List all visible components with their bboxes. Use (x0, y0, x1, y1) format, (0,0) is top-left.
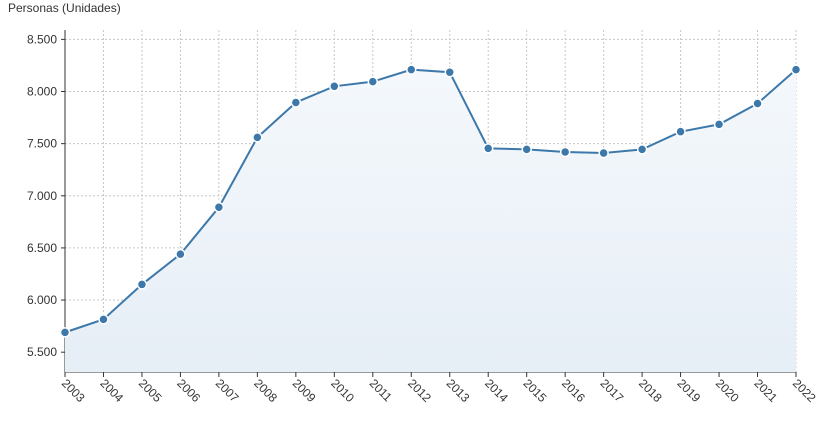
point (713, 119, 725, 130)
x-tick-label: 2021 (751, 376, 780, 405)
y-tick-label: 8.500 (27, 32, 57, 46)
point (752, 98, 763, 109)
y-axis-title: Personas (Unidades) (8, 1, 121, 15)
point (175, 248, 186, 260)
x-tick-label: 2017 (598, 376, 627, 405)
point (98, 314, 109, 325)
x-tick-label: 2003 (59, 376, 88, 405)
area (65, 69, 796, 372)
y-tick-label: 5.500 (27, 345, 57, 359)
point (136, 279, 148, 290)
point (213, 202, 225, 213)
x-tick-label: 2012 (405, 376, 434, 405)
x-tick-label: 2015 (521, 376, 550, 405)
x-tick-label: 2018 (636, 376, 665, 405)
point (252, 132, 263, 143)
x-tick-label: 2010 (328, 376, 357, 405)
y-tick-label: 7.500 (27, 137, 57, 151)
point (59, 327, 71, 338)
y-tick-label: 6.000 (27, 293, 57, 307)
x-tick-label: 2011 (367, 376, 395, 404)
point (329, 81, 340, 92)
y-tick-label: 7.000 (27, 189, 57, 203)
point (598, 147, 609, 159)
point (367, 76, 379, 87)
x-tick-label: 2020 (713, 376, 742, 405)
point (290, 97, 302, 108)
point (675, 126, 686, 137)
point (636, 144, 648, 155)
point (482, 143, 494, 154)
x-tick-label: 2004 (97, 376, 126, 405)
point (559, 146, 571, 158)
x-tick-label: 2022 (790, 376, 819, 405)
point (790, 64, 802, 75)
y-tick-label: 6.500 (27, 241, 57, 255)
x-tick-label: 2006 (174, 376, 203, 405)
x-tick-label: 2008 (251, 376, 280, 405)
x-tick-label: 2005 (136, 376, 165, 405)
x-tick-label: 2013 (444, 376, 473, 405)
point (406, 64, 417, 75)
point (521, 144, 532, 155)
point (444, 66, 455, 78)
x-tick-label: 2014 (482, 376, 511, 405)
y-tick-label: 8.000 (27, 85, 57, 99)
x-tick-label: 2019 (674, 376, 703, 405)
x-tick-label: 2007 (213, 376, 242, 405)
line (64, 68, 797, 334)
x-tick-label: 2016 (559, 376, 588, 405)
x-tick-label: 2009 (290, 376, 319, 405)
